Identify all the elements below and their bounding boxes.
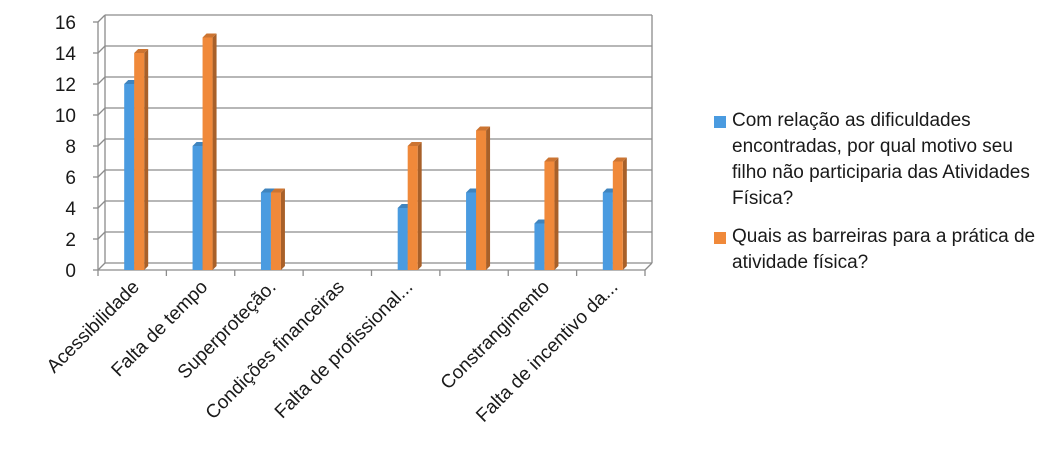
bar-front	[476, 130, 487, 270]
bar-front	[612, 161, 623, 270]
gridline-depth	[97, 14, 106, 23]
bar-top	[134, 49, 149, 53]
bar-side	[486, 126, 491, 270]
gridline-depth	[97, 200, 106, 209]
bar-front	[397, 208, 408, 270]
bar-front	[407, 146, 418, 270]
bar-front	[270, 192, 281, 270]
x-axis-depth	[644, 262, 653, 271]
bar-front	[602, 192, 613, 270]
axes	[93, 15, 653, 276]
bar-side	[212, 33, 217, 270]
bar-side	[144, 49, 149, 270]
y-tick-label: 4	[65, 199, 76, 220]
bar-side	[554, 157, 559, 270]
legend-swatch-series-1	[714, 116, 726, 128]
y-tick-label: 16	[55, 13, 76, 34]
bar-side	[417, 142, 422, 270]
legend-swatch-series-2	[714, 232, 726, 244]
y-tick-label: 14	[55, 44, 77, 65]
gridline-depth	[97, 138, 106, 147]
legend-label-series-1: Com relação as dificuldades encontradas,…	[732, 110, 1030, 209]
y-tick-label: 10	[55, 106, 76, 127]
bar-front	[202, 37, 213, 270]
bar-front	[466, 192, 477, 270]
y-tick-label: 2	[65, 230, 76, 251]
x-tick-label: Condições financeiras	[202, 277, 349, 424]
gridline-depth	[97, 107, 106, 116]
bar-top	[407, 142, 422, 146]
bar-front	[134, 53, 145, 270]
y-tick-label: 12	[55, 75, 76, 96]
legend-label-series-2: Quais as barreiras para a prática de ati…	[732, 226, 1036, 273]
y-tick-label: 0	[65, 261, 76, 282]
bar-top	[476, 126, 491, 131]
bar-2-3	[270, 188, 285, 270]
bar-side	[280, 188, 285, 270]
x-tick-label: Falta de incentivo da...	[472, 277, 622, 427]
gridline-depth	[97, 262, 106, 271]
bar-front	[544, 161, 555, 270]
bar-top	[270, 188, 285, 193]
bar-2-8	[612, 157, 627, 270]
legend: Com relação as dificuldades encontradas,…	[712, 108, 1042, 288]
bar-2-6	[476, 126, 491, 270]
bars	[124, 33, 627, 270]
bar-top	[202, 33, 217, 38]
y-tick-label: 6	[65, 168, 76, 189]
bar-2-5	[407, 142, 422, 270]
x-tick-label: Falta de profissional...	[271, 277, 417, 423]
legend-item-series-1: Com relação as dificuldades encontradas,…	[712, 108, 1042, 212]
bar-2-7	[544, 157, 559, 270]
bar-2-2	[202, 33, 217, 270]
bar-front	[260, 192, 271, 270]
bar-top	[612, 157, 627, 162]
bar-top	[544, 157, 559, 162]
bar-front	[124, 84, 135, 270]
bar-front	[534, 223, 545, 270]
gridline-depth	[97, 169, 106, 178]
legend-item-series-2: Quais as barreiras para a prática de ati…	[712, 224, 1042, 276]
gridline-depth	[97, 76, 106, 85]
bar-top	[260, 188, 275, 193]
gridline-depth	[97, 231, 106, 240]
gridline-depth	[97, 45, 106, 54]
bar-front	[192, 146, 203, 270]
gridlines	[97, 14, 653, 271]
y-tick-label: 8	[65, 137, 76, 158]
bar-side	[622, 157, 627, 270]
bar-2-1	[134, 49, 149, 270]
